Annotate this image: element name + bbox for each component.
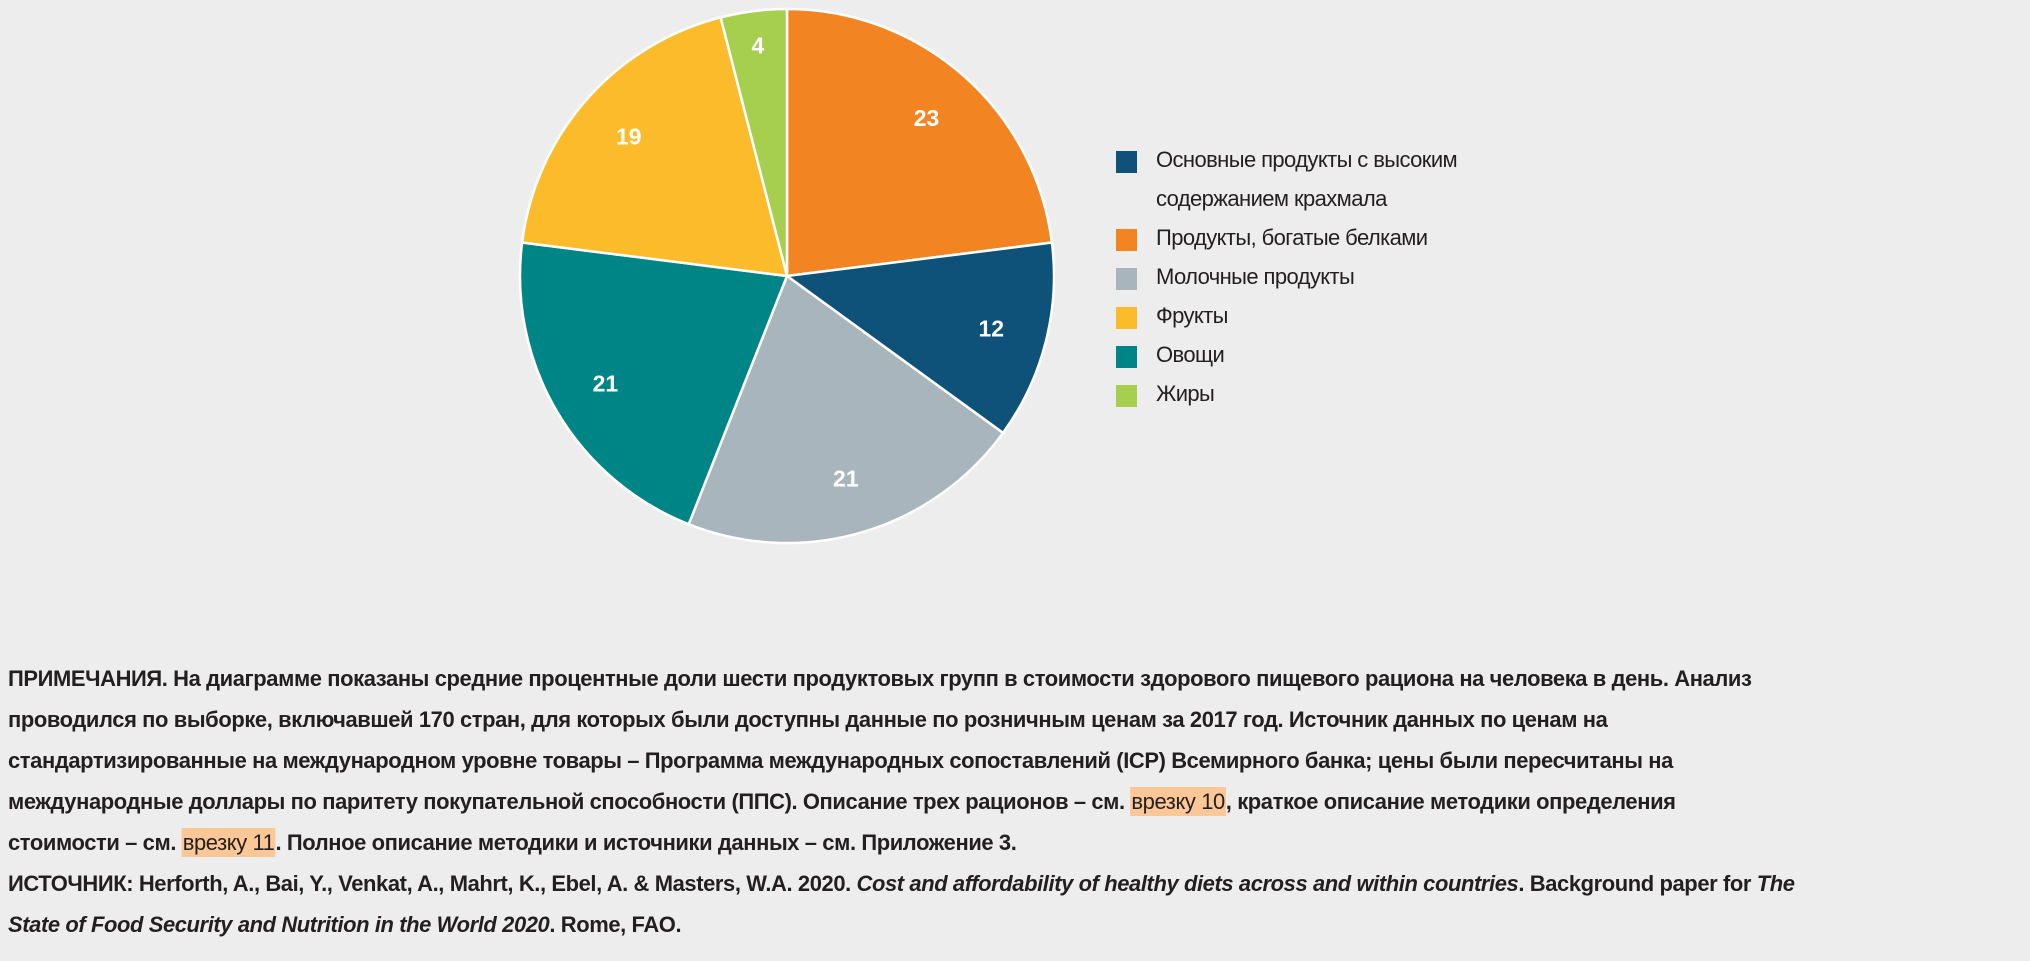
pie-slice bbox=[785, 7, 1054, 278]
legend-swatch bbox=[1116, 268, 1137, 290]
legend-swatch bbox=[1116, 346, 1137, 368]
legend-item-fats: Жиры bbox=[1116, 380, 1486, 419]
slice-value-label: 4 bbox=[751, 33, 764, 59]
box-reference-link[interactable]: врезку 11 bbox=[181, 828, 276, 857]
note-text: стандартизированные на международном уро… bbox=[8, 748, 1673, 773]
note-text: проводился по выборке, включавшей 170 ст… bbox=[8, 707, 1608, 732]
note-text: ПРИМЕЧАНИЯ. На диаграмме показаны средни… bbox=[8, 666, 1752, 691]
legend-label: Основные продукты с высоким содержанием … bbox=[1156, 147, 1458, 211]
legend-label: Жиры bbox=[1156, 381, 1215, 406]
publication-title: Cost and affordability of healthy diets … bbox=[856, 871, 1519, 896]
note-text: . Полное описание методики и источники д… bbox=[275, 830, 1017, 855]
slice-value-label: 19 bbox=[616, 124, 642, 150]
pie-slice bbox=[520, 15, 789, 278]
legend-label: Овощи bbox=[1156, 342, 1225, 367]
legend-label: Молочные продукты bbox=[1156, 264, 1355, 289]
pie-slice bbox=[518, 241, 789, 526]
publication-title: State of Food Security and Nutrition in … bbox=[8, 912, 550, 937]
slice-value-label: 21 bbox=[593, 370, 619, 396]
legend-item-dairy: Молочные продукты bbox=[1116, 263, 1486, 302]
legend-swatch bbox=[1116, 229, 1137, 251]
note-line: проводился по выборке, включавшей 170 ст… bbox=[8, 699, 2023, 740]
legend-label: Продукты, богатые белками bbox=[1156, 225, 1428, 250]
note-text: . Background paper for bbox=[1518, 871, 1757, 896]
legend-swatch bbox=[1116, 307, 1137, 329]
slice-value-label: 23 bbox=[914, 105, 940, 131]
pie-slice bbox=[783, 241, 1056, 435]
note-line: стандартизированные на международном уро… bbox=[8, 740, 2023, 781]
legend-label: Фрукты bbox=[1156, 303, 1228, 328]
legend-item-vegetables: Овощи bbox=[1116, 341, 1486, 380]
note-line: международные доллары по паритету покупа… bbox=[8, 781, 2023, 822]
legend-item-starchy: Основные продукты с высоким содержанием … bbox=[1116, 146, 1486, 224]
legend-swatch bbox=[1116, 385, 1137, 407]
legend-item-fruits: Фрукты bbox=[1116, 302, 1486, 341]
box-reference-link[interactable]: врезку 10 bbox=[1130, 787, 1226, 816]
note-text: ИСТОЧНИК: Herforth, A., Bai, Y., Venkat,… bbox=[8, 871, 857, 896]
pie-slice bbox=[687, 274, 1005, 545]
pie-slice bbox=[719, 7, 789, 277]
note-text: стоимости – см. bbox=[8, 830, 182, 855]
note-text: международные доллары по паритету покупа… bbox=[8, 789, 1131, 814]
publication-title: The bbox=[1756, 871, 1795, 896]
slice-value-label: 12 bbox=[979, 315, 1005, 341]
source-line: State of Food Security and Nutrition in … bbox=[8, 904, 2023, 945]
slice-value-label: 21 bbox=[833, 466, 859, 492]
legend-swatch bbox=[1116, 151, 1137, 173]
source-line: ИСТОЧНИК: Herforth, A., Bai, Y., Venkat,… bbox=[8, 863, 2023, 904]
note-line: стоимости – см. врезку 11. Полное описан… bbox=[8, 822, 2023, 863]
legend: Основные продукты с высоким содержанием … bbox=[1116, 146, 1486, 419]
note-line: ПРИМЕЧАНИЯ. На диаграмме показаны средни… bbox=[8, 658, 2023, 699]
pie-chart: 23 12 21 21 19 4 bbox=[518, 7, 1056, 545]
legend-item-protein: Продукты, богатые белками bbox=[1116, 224, 1486, 263]
notes-and-source: ПРИМЕЧАНИЯ. На диаграмме показаны средни… bbox=[8, 658, 2028, 945]
note-text: , краткое описание методики определения bbox=[1225, 789, 1676, 814]
note-text: . Rome, FAO. bbox=[549, 912, 682, 937]
